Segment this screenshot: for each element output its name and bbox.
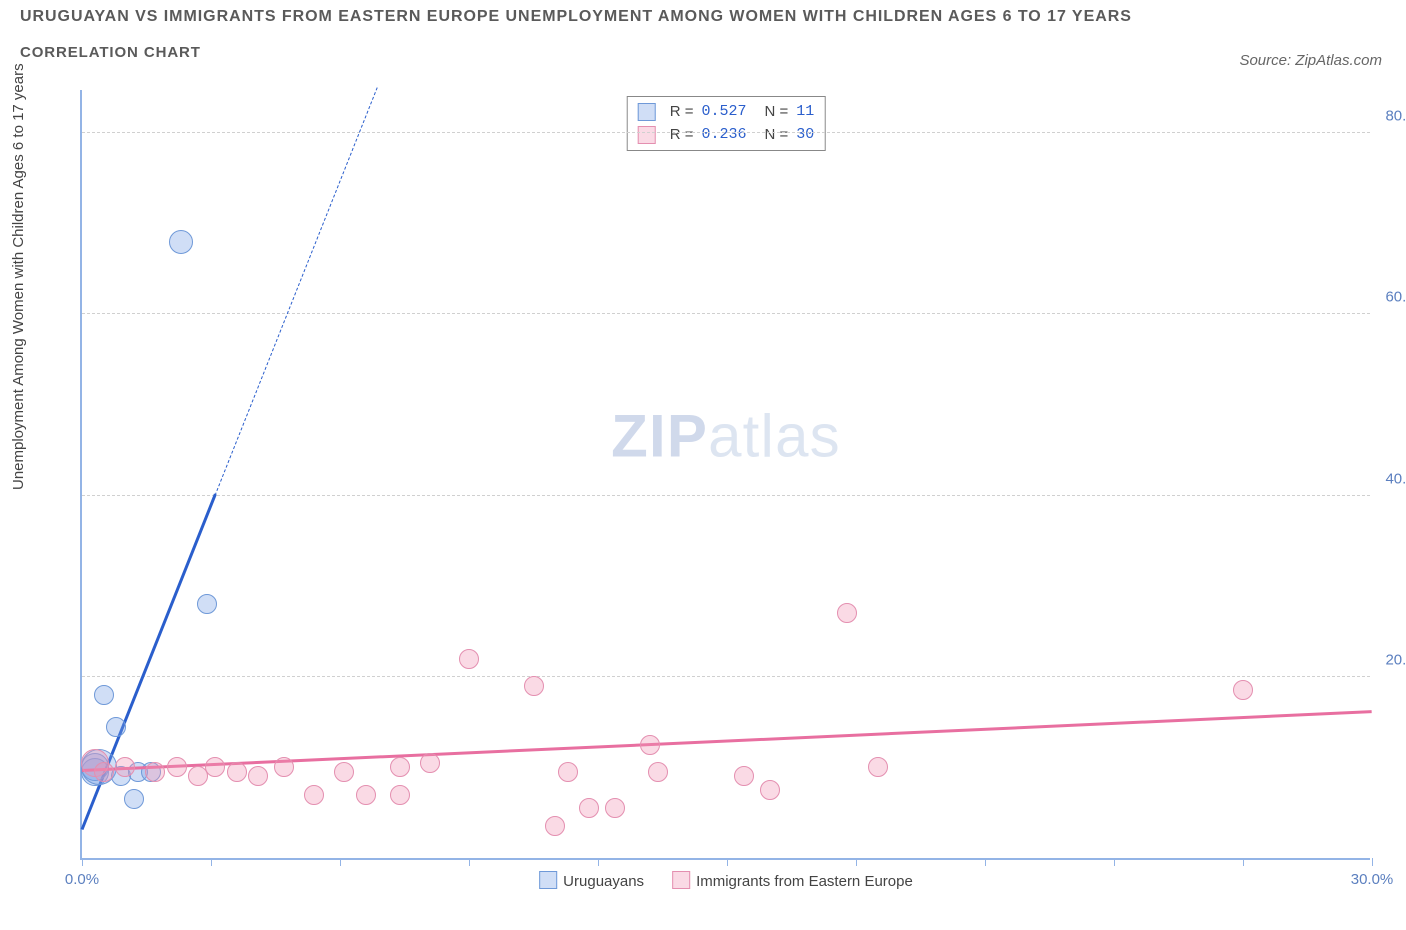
y-tick-label: 80.0% (1385, 108, 1406, 125)
chart-title: URUGUAYAN VS IMMIGRANTS FROM EASTERN EUR… (0, 0, 1406, 26)
x-tick-label: 30.0% (1351, 871, 1394, 888)
legend-item: Immigrants from Eastern Europe (672, 871, 913, 890)
n-label: N = (765, 124, 789, 147)
x-tick (469, 858, 470, 866)
data-point-immigrants (545, 816, 565, 836)
n-label: N = (765, 101, 789, 124)
chart-container: Unemployment Among Women with Children A… (20, 90, 1386, 920)
x-tick (598, 858, 599, 866)
data-point-immigrants (734, 766, 754, 786)
data-point-immigrants (145, 762, 165, 782)
data-point-immigrants (524, 676, 544, 696)
data-point-immigrants (837, 603, 857, 623)
data-point-immigrants (1233, 680, 1253, 700)
series-legend: Uruguayans Immigrants from Eastern Europe (539, 871, 913, 890)
source-credit: Source: ZipAtlas.com (1239, 52, 1382, 69)
x-tick-label: 0.0% (65, 871, 99, 888)
data-point-immigrants (605, 798, 625, 818)
stats-legend: R = 0.527 N = 11 R = 0.236 N = 30 (627, 96, 826, 151)
x-tick (82, 858, 83, 866)
gridline (82, 495, 1370, 496)
legend-label: Uruguayans (563, 873, 644, 890)
r-value: 0.527 (701, 101, 746, 124)
stats-legend-row: R = 0.236 N = 30 (638, 124, 815, 147)
data-point-immigrants (760, 780, 780, 800)
gridline (82, 132, 1370, 133)
x-tick (1114, 858, 1115, 866)
data-point-immigrants (167, 757, 187, 777)
data-point-immigrants (390, 757, 410, 777)
x-tick (1372, 858, 1373, 866)
data-point-immigrants (115, 757, 135, 777)
data-point-immigrants (274, 757, 294, 777)
trend-line (215, 87, 378, 495)
data-point-immigrants (868, 757, 888, 777)
r-label: R = (670, 101, 694, 124)
data-point-immigrants (94, 762, 114, 782)
x-tick (727, 858, 728, 866)
n-value: 30 (796, 124, 814, 147)
y-tick-label: 60.0% (1385, 289, 1406, 306)
data-point-uruguayans (124, 789, 144, 809)
data-point-immigrants (304, 785, 324, 805)
legend-swatch (539, 871, 557, 889)
data-point-immigrants (205, 757, 225, 777)
data-point-uruguayans (169, 230, 193, 254)
data-point-immigrants (356, 785, 376, 805)
n-value: 11 (796, 101, 814, 124)
r-label: R = (670, 124, 694, 147)
data-point-immigrants (558, 762, 578, 782)
gridline (82, 313, 1370, 314)
y-tick-label: 40.0% (1385, 470, 1406, 487)
legend-swatch (672, 871, 690, 889)
legend-label: Immigrants from Eastern Europe (696, 873, 913, 890)
y-tick-label: 20.0% (1385, 651, 1406, 668)
x-tick (1243, 858, 1244, 866)
legend-swatch (638, 103, 656, 121)
gridline (82, 676, 1370, 677)
data-point-immigrants (334, 762, 354, 782)
r-value: 0.236 (701, 124, 746, 147)
watermark: ZIPatlas (611, 401, 841, 470)
data-point-immigrants (640, 735, 660, 755)
watermark-bold: ZIP (611, 402, 708, 469)
data-point-uruguayans (106, 717, 126, 737)
data-point-uruguayans (197, 594, 217, 614)
data-point-immigrants (390, 785, 410, 805)
chart-subtitle: CORRELATION CHART (0, 26, 1406, 61)
data-point-uruguayans (94, 685, 114, 705)
data-point-immigrants (579, 798, 599, 818)
legend-swatch (638, 126, 656, 144)
x-tick (340, 858, 341, 866)
data-point-immigrants (459, 649, 479, 669)
watermark-light: atlas (708, 402, 841, 469)
x-tick (985, 858, 986, 866)
stats-legend-row: R = 0.527 N = 11 (638, 101, 815, 124)
data-point-immigrants (227, 762, 247, 782)
data-point-immigrants (420, 753, 440, 773)
y-axis-label: Unemployment Among Women with Children A… (10, 63, 27, 490)
data-point-immigrants (648, 762, 668, 782)
plot-area: ZIPatlas R =0.527N = 11R =0.236N = 30 Ur… (80, 90, 1370, 860)
x-tick (856, 858, 857, 866)
data-point-immigrants (248, 766, 268, 786)
x-tick (211, 858, 212, 866)
legend-item: Uruguayans (539, 871, 644, 890)
